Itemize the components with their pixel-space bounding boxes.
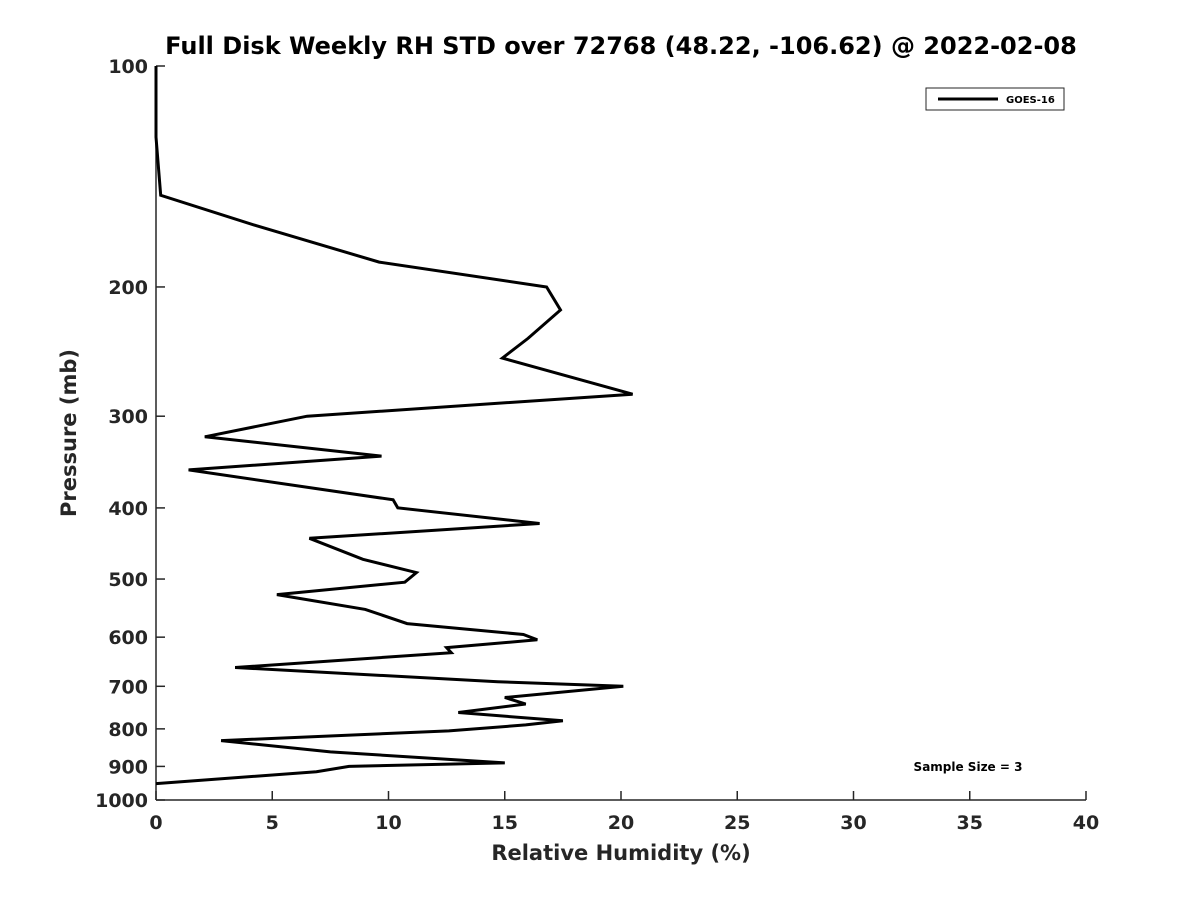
y-tick-label: 500 bbox=[108, 569, 148, 591]
plot-axes bbox=[155, 66, 1086, 801]
legend: GOES-16 bbox=[925, 87, 1065, 111]
chart-title: Full Disk Weekly RH STD over 72768 (48.2… bbox=[165, 32, 1077, 60]
x-tick-label: 40 bbox=[1073, 812, 1099, 834]
series-layer bbox=[154, 66, 634, 786]
x-tick-label: 30 bbox=[840, 812, 866, 834]
y-tick-label: 300 bbox=[108, 406, 148, 428]
x-tick-label: 20 bbox=[608, 812, 634, 834]
y-tick-label: 800 bbox=[108, 719, 148, 741]
y-tick-label: 900 bbox=[108, 756, 148, 778]
y-tick-label: 1000 bbox=[95, 790, 148, 812]
y-axis-label: Pressure (mb) bbox=[57, 349, 81, 517]
x-tick-label: 25 bbox=[724, 812, 750, 834]
x-tick-label: 10 bbox=[375, 812, 401, 834]
series-line-goes-16 bbox=[154, 66, 634, 786]
legend-label-goes-16: GOES-16 bbox=[1006, 95, 1055, 106]
x-tick-label: 0 bbox=[149, 812, 162, 834]
y-tick-label: 100 bbox=[108, 56, 148, 78]
y-tick-label: 600 bbox=[108, 627, 148, 649]
y-tick-label: 400 bbox=[108, 498, 148, 520]
x-tick-label: 5 bbox=[266, 812, 279, 834]
x-axis-label: Relative Humidity (%) bbox=[491, 841, 750, 865]
x-tick-label: 15 bbox=[492, 812, 518, 834]
y-tick-label: 700 bbox=[108, 676, 148, 698]
x-tick-label: 35 bbox=[957, 812, 983, 834]
y-tick-label: 200 bbox=[108, 277, 148, 299]
y-ticks: 100 200 300 400 500 600 700 800 900 1000 bbox=[95, 56, 165, 812]
sample-size-annotation: Sample Size = 3 bbox=[914, 760, 1023, 774]
x-ticks: 0 5 10 15 20 25 30 35 40 bbox=[149, 791, 1099, 834]
